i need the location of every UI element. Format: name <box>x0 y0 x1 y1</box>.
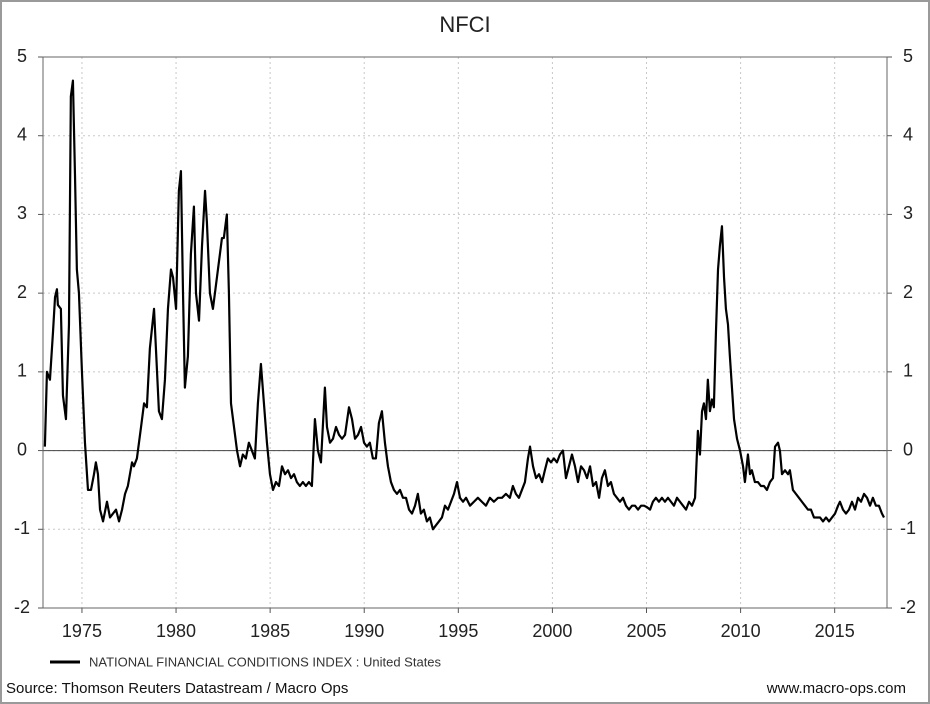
y-tick-label: 5 <box>17 46 27 66</box>
y2-tick-label: 2 <box>903 282 913 302</box>
website: www.macro-ops.com <box>766 680 906 697</box>
y-tick-label: -2 <box>14 597 30 617</box>
data-line <box>43 79 885 531</box>
y-tick-label: 1 <box>17 361 27 381</box>
y-tick-label: 4 <box>17 124 27 144</box>
x-tick-label: 1980 <box>156 621 196 641</box>
y2-tick-label: 1 <box>903 361 913 381</box>
x-tick-label: 1985 <box>250 621 290 641</box>
plot-background <box>43 57 887 608</box>
x-tick-label: 1975 <box>62 621 102 641</box>
x-tick-label: 2005 <box>626 621 666 641</box>
y-tick-label: -1 <box>14 518 30 538</box>
chart-title: NFCI <box>439 12 490 37</box>
x-tick-label: 1990 <box>344 621 384 641</box>
x-tick-label: 1995 <box>438 621 478 641</box>
y-tick-label: 0 <box>17 439 27 459</box>
legend-label: NATIONAL FINANCIAL CONDITIONS INDEX : Un… <box>89 654 442 669</box>
y-tick-label: 3 <box>17 203 27 223</box>
x-tick-label: 2010 <box>721 621 761 641</box>
x-tick-label: 2000 <box>532 621 572 641</box>
plot-border <box>42 56 888 609</box>
y2-tick-label: -1 <box>900 518 916 538</box>
x-tick-label: 2015 <box>815 621 855 641</box>
y2-tick-label: 4 <box>903 124 913 144</box>
y2-tick-label: -2 <box>900 597 916 617</box>
y2-tick-label: 5 <box>903 46 913 66</box>
y-tick-label: 2 <box>17 282 27 302</box>
y2-tick-label: 3 <box>903 203 913 223</box>
source: Source: Thomson Reuters Datastream / Mac… <box>6 680 348 697</box>
plot-area: -2 -2 -1 -1 0 0 1 1 2 2 3 3 4 4 5 5 1975 1980 1985 1990 1995… <box>14 46 916 641</box>
y2-tick-label: 0 <box>903 439 913 459</box>
